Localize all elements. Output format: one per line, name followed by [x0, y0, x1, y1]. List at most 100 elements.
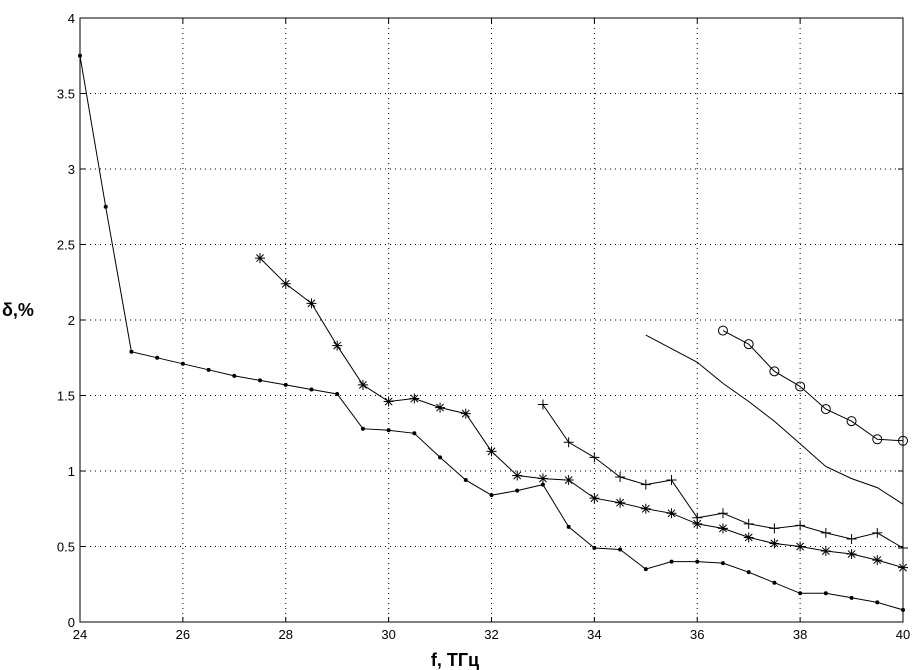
data-point-s2: [666, 508, 677, 519]
x-tick-label: 28: [279, 627, 293, 642]
x-tick-label: 26: [176, 627, 190, 642]
data-point-s1: [823, 591, 828, 596]
data-point-s3: [743, 518, 754, 529]
data-point-s2: [769, 538, 780, 549]
x-tick-label: 36: [690, 627, 704, 642]
data-point-s1: [309, 387, 314, 392]
data-point-s5: [846, 416, 857, 427]
data-point-s2: [280, 278, 291, 289]
data-point-s1: [258, 378, 263, 383]
data-point-s1: [232, 373, 237, 378]
y-tick-label: 2: [68, 313, 75, 328]
data-point-s1: [155, 355, 160, 360]
data-point-s3: [717, 508, 728, 519]
y-tick-label: 1: [68, 464, 75, 479]
data-point-s1: [206, 367, 211, 372]
data-point-s3: [820, 527, 831, 538]
y-tick-label: 3.5: [57, 87, 75, 102]
data-point-s1: [360, 426, 365, 431]
data-point-s3: [666, 475, 677, 486]
data-point-s1: [283, 382, 288, 387]
x-tick-label: 30: [381, 627, 395, 642]
data-point-s1: [695, 559, 700, 564]
y-tick-label: 0.5: [57, 540, 75, 555]
data-point-s2: [563, 475, 574, 486]
y-tick-label: 3: [68, 162, 75, 177]
data-point-s1: [669, 559, 674, 564]
data-point-s3: [537, 399, 548, 410]
data-point-s3: [589, 452, 600, 463]
data-point-s5: [872, 434, 883, 445]
data-point-s1: [489, 493, 494, 498]
data-point-s2: [435, 402, 446, 413]
data-point-s3: [615, 472, 626, 483]
data-point-s2: [820, 546, 831, 557]
data-point-s5: [795, 381, 806, 392]
data-point-s2: [692, 518, 703, 529]
data-point-s1: [180, 361, 185, 366]
data-point-s5: [820, 404, 831, 415]
data-point-s2: [383, 396, 394, 407]
y-tick-label: 0: [68, 615, 75, 630]
x-axis-ticks: 24 26 28 30 32 34 36 38 40: [73, 18, 910, 642]
data-point-s2: [717, 523, 728, 534]
data-point-s2: [255, 253, 266, 264]
y-tick-label: 1.5: [57, 389, 75, 404]
data-point-s3: [692, 512, 703, 523]
data-point-s1: [618, 547, 623, 552]
series-line-4: [645, 334, 904, 505]
data-point-s1: [515, 488, 520, 493]
data-point-s1: [129, 349, 134, 354]
x-tick-label: 40: [896, 627, 910, 642]
x-tick-label: 32: [484, 627, 498, 642]
data-point-s1: [540, 482, 545, 487]
x-tick-label: 34: [587, 627, 601, 642]
data-point-s2: [537, 473, 548, 484]
y-axis-label: δ,%: [2, 300, 34, 320]
data-point-s2: [409, 393, 420, 404]
data-point-s1: [412, 431, 417, 436]
data-point-s1: [335, 391, 340, 396]
data-point-s1: [643, 567, 648, 572]
grid: [80, 18, 903, 622]
data-point-s1: [592, 546, 597, 551]
data-point-s3: [846, 533, 857, 544]
data-point-s3: [795, 520, 806, 531]
x-axis-label: f, ТГц: [431, 650, 479, 670]
data-point-s1: [566, 524, 571, 529]
data-point-s5: [769, 366, 780, 377]
data-point-s2: [640, 503, 651, 514]
y-tick-label: 4: [68, 11, 75, 26]
data-point-s1: [772, 580, 777, 585]
data-point-s1: [746, 570, 751, 575]
x-tick-label: 38: [793, 627, 807, 642]
series-line-5: [722, 330, 904, 442]
data-point-s2: [486, 446, 497, 457]
x-tick-label: 24: [73, 627, 87, 642]
data-point-s5: [717, 325, 728, 336]
data-point-s3: [769, 523, 780, 534]
data-point-s2: [743, 532, 754, 543]
data-point-s3: [640, 479, 651, 490]
data-point-s3: [872, 527, 883, 538]
data-point-s1: [103, 204, 108, 209]
data-point-s2: [512, 470, 523, 481]
data-point-s2: [357, 379, 368, 390]
data-point-s1: [849, 595, 854, 600]
data-point-s2: [306, 298, 317, 309]
data-point-s1: [720, 561, 725, 566]
data-point-s2: [795, 541, 806, 552]
data-point-s2: [846, 549, 857, 560]
series-line-2: [259, 257, 904, 569]
data-point-s1: [463, 478, 468, 483]
data-point-s1: [875, 600, 880, 605]
data-point-s2: [615, 497, 626, 508]
y-tick-label: 2.5: [57, 238, 75, 253]
data-point-s3: [563, 437, 574, 448]
data-point-s2: [589, 493, 600, 504]
data-point-s2: [460, 408, 471, 419]
data-point-s1: [386, 428, 391, 433]
data-point-s2: [872, 555, 883, 566]
data-point-s2: [332, 340, 343, 351]
